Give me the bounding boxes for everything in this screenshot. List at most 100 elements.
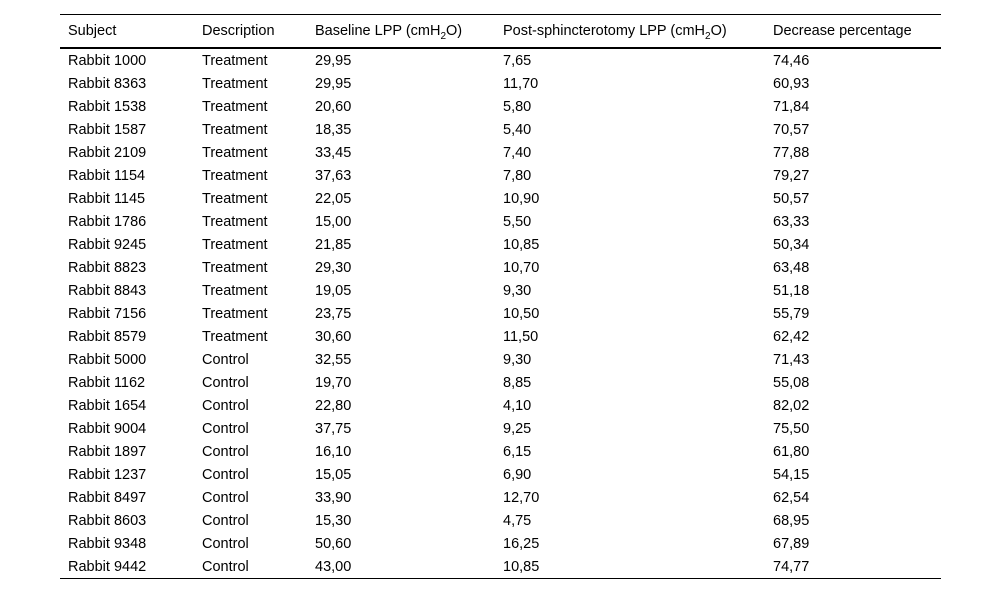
cell-decrease-pct: 70,57 [773, 121, 810, 138]
cell-baseline-lpp: 30,60 [315, 328, 352, 345]
cell-decrease-pct: 55,08 [773, 374, 810, 391]
cell-decrease-pct: 63,48 [773, 259, 810, 276]
cell-decrease-pct: 77,88 [773, 144, 810, 161]
column-header-baseline-lpp: Baseline LPP (cmH2O) [315, 14, 503, 49]
cell-baseline-lpp: 18,35 [315, 121, 352, 138]
cell-decrease-pct: 82,02 [773, 397, 810, 414]
table-row: Rabbit 1000 Treatment 29,95 7,65 74,46 [60, 48, 941, 72]
cell-subject: Rabbit 1145 [68, 190, 146, 207]
cell-decrease-pct: 54,15 [773, 466, 810, 483]
cell-decrease-pct: 74,77 [773, 558, 810, 575]
cell-decrease-pct: 60,93 [773, 75, 810, 92]
table-header: Subject Description Baseline LPP (cmH2O)… [60, 14, 941, 49]
cell-decrease-pct: 71,43 [773, 351, 810, 368]
cell-decrease-pct: 74,46 [773, 52, 810, 69]
cell-description: Treatment [202, 282, 268, 299]
table-row: Rabbit 8843 Treatment 19,05 9,30 51,18 [60, 279, 941, 302]
cell-subject: Rabbit 1237 [68, 466, 147, 483]
cell-baseline-lpp: 32,55 [315, 351, 352, 368]
table-row: Rabbit 1897 Control 16,10 6,15 61,80 [60, 440, 941, 463]
cell-description: Control [202, 558, 249, 575]
cell-description: Treatment [202, 190, 268, 207]
table-row: Rabbit 9004 Control 37,75 9,25 75,50 [60, 417, 941, 440]
cell-description: Treatment [202, 236, 268, 253]
cell-decrease-pct: 55,79 [773, 305, 810, 322]
cell-post-lpp: 5,40 [503, 121, 532, 138]
cell-subject: Rabbit 8823 [68, 259, 147, 276]
cell-baseline-lpp: 19,05 [315, 282, 352, 299]
cell-subject: Rabbit 2109 [68, 144, 147, 161]
cell-subject: Rabbit 9245 [68, 236, 147, 253]
cell-subject: Rabbit 1000 [68, 52, 147, 69]
table-row: Rabbit 1237 Control 15,05 6,90 54,15 [60, 463, 941, 486]
lpp-data-table: Subject Description Baseline LPP (cmH2O)… [60, 14, 941, 579]
cell-description: Control [202, 535, 249, 552]
cell-baseline-lpp: 29,30 [315, 259, 352, 276]
cell-baseline-lpp: 33,45 [315, 144, 352, 161]
cell-baseline-lpp: 20,60 [315, 98, 352, 115]
cell-subject: Rabbit 1654 [68, 397, 147, 414]
column-header-decrease-percentage: Decrease percentage [773, 14, 941, 49]
cell-subject: Rabbit 9004 [68, 420, 147, 437]
cell-decrease-pct: 63,33 [773, 213, 810, 230]
cell-subject: Rabbit 8497 [68, 489, 147, 506]
cell-baseline-lpp: 29,95 [315, 75, 352, 92]
cell-description: Treatment [202, 75, 268, 92]
cell-post-lpp: 5,50 [503, 213, 532, 230]
table-row: Rabbit 1154 Treatment 37,63 7,80 79,27 [60, 164, 941, 187]
cell-baseline-lpp: 29,95 [315, 52, 352, 69]
cell-post-lpp: 7,40 [503, 144, 532, 161]
table-body: Rabbit 1000 Treatment 29,95 7,65 74,46 Rabbit… [60, 48, 941, 579]
table-row: Rabbit 7156 Treatment 23,75 10,50 55,79 [60, 302, 941, 325]
cell-post-lpp: 10,85 [503, 236, 540, 253]
cell-subject: Rabbit 1786 [68, 213, 147, 230]
cell-subject: Rabbit 9442 [68, 558, 147, 575]
column-header-label: Description [202, 23, 275, 39]
cell-post-lpp: 9,30 [503, 282, 532, 299]
column-header-label-suffix: O) [446, 23, 463, 39]
table-row: Rabbit 9245 Treatment 21,85 10,85 50,34 [60, 233, 941, 256]
cell-decrease-pct: 79,27 [773, 167, 810, 184]
cell-post-lpp: 5,80 [503, 98, 532, 115]
cell-description: Control [202, 397, 249, 414]
cell-post-lpp: 10,85 [503, 558, 540, 575]
table-row: Rabbit 8823 Treatment 29,30 10,70 63,48 [60, 256, 941, 279]
cell-decrease-pct: 50,34 [773, 236, 810, 253]
cell-description: Treatment [202, 167, 268, 184]
column-header-subject: Subject [60, 14, 202, 49]
cell-baseline-lpp: 15,30 [315, 512, 352, 529]
cell-description: Treatment [202, 98, 268, 115]
cell-decrease-pct: 67,89 [773, 535, 810, 552]
cell-baseline-lpp: 15,05 [315, 466, 352, 483]
subscript: 2 [705, 30, 711, 42]
cell-baseline-lpp: 37,75 [315, 420, 352, 437]
cell-subject: Rabbit 8843 [68, 282, 147, 299]
cell-description: Treatment [202, 328, 268, 345]
cell-subject: Rabbit 1154 [68, 167, 146, 184]
column-header-description: Description [202, 14, 315, 49]
cell-post-lpp: 11,70 [503, 75, 539, 92]
cell-description: Control [202, 466, 249, 483]
cell-description: Control [202, 443, 249, 460]
cell-baseline-lpp: 16,10 [315, 443, 352, 460]
cell-post-lpp: 9,30 [503, 351, 532, 368]
cell-post-lpp: 16,25 [503, 535, 540, 552]
cell-post-lpp: 10,90 [503, 190, 540, 207]
table-row: Rabbit 8497 Control 33,90 12,70 62,54 [60, 486, 941, 509]
cell-post-lpp: 9,25 [503, 420, 532, 437]
cell-baseline-lpp: 37,63 [315, 167, 352, 184]
cell-baseline-lpp: 23,75 [315, 305, 352, 322]
table-row: Rabbit 1786 Treatment 15,00 5,50 63,33 [60, 210, 941, 233]
cell-description: Control [202, 512, 249, 529]
table-row: Rabbit 2109 Treatment 33,45 7,40 77,88 [60, 141, 941, 164]
table-row: Rabbit 1654 Control 22,80 4,10 82,02 [60, 394, 941, 417]
cell-decrease-pct: 75,50 [773, 420, 810, 437]
cell-subject: Rabbit 9348 [68, 535, 147, 552]
cell-post-lpp: 11,50 [503, 328, 539, 345]
cell-baseline-lpp: 22,05 [315, 190, 352, 207]
table-row: Rabbit 8603 Control 15,30 4,75 68,95 [60, 509, 941, 532]
cell-description: Control [202, 374, 249, 391]
cell-post-lpp: 10,50 [503, 305, 540, 322]
cell-baseline-lpp: 19,70 [315, 374, 352, 391]
cell-subject: Rabbit 8603 [68, 512, 147, 529]
